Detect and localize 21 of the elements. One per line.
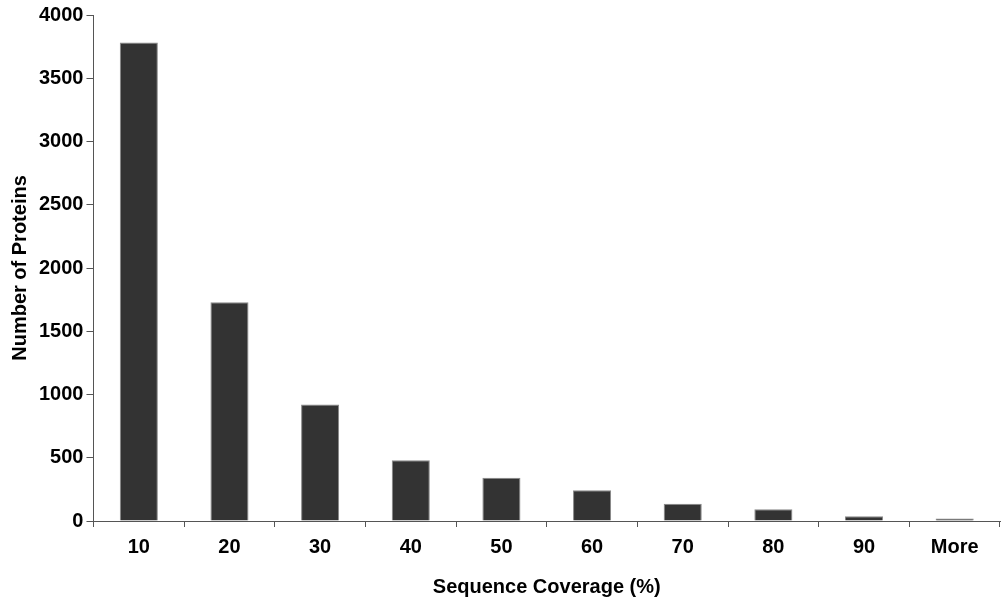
x-axis-title: Sequence Coverage (%)	[432, 574, 661, 597]
x-tick-label: 20	[218, 534, 241, 557]
x-tick-label: More	[930, 534, 979, 557]
y-tick-label: 0	[72, 508, 84, 531]
x-tick-label: 60	[580, 534, 604, 557]
y-tick-label: 2500	[38, 192, 84, 215]
y-tick-label: 3500	[38, 65, 84, 88]
y-tick-label: 1000	[38, 382, 84, 405]
x-tick-label: 10	[127, 534, 150, 557]
y-tick-label: 1500	[38, 318, 84, 341]
x-tick-label: 40	[399, 534, 422, 557]
y-tick-label: 500	[50, 445, 84, 468]
x-tick-label: 90	[852, 534, 876, 557]
y-axis-title: Number of Proteins	[7, 175, 30, 361]
x-tick-label: 80	[762, 534, 785, 557]
x-tick-label: 50	[490, 534, 513, 557]
x-tick-label: 70	[671, 534, 694, 557]
y-tick-label: 3000	[38, 129, 84, 152]
y-tick-label: 4000	[38, 2, 84, 25]
x-tick-label: 30	[308, 534, 332, 557]
y-tick-label: 2000	[38, 255, 84, 278]
